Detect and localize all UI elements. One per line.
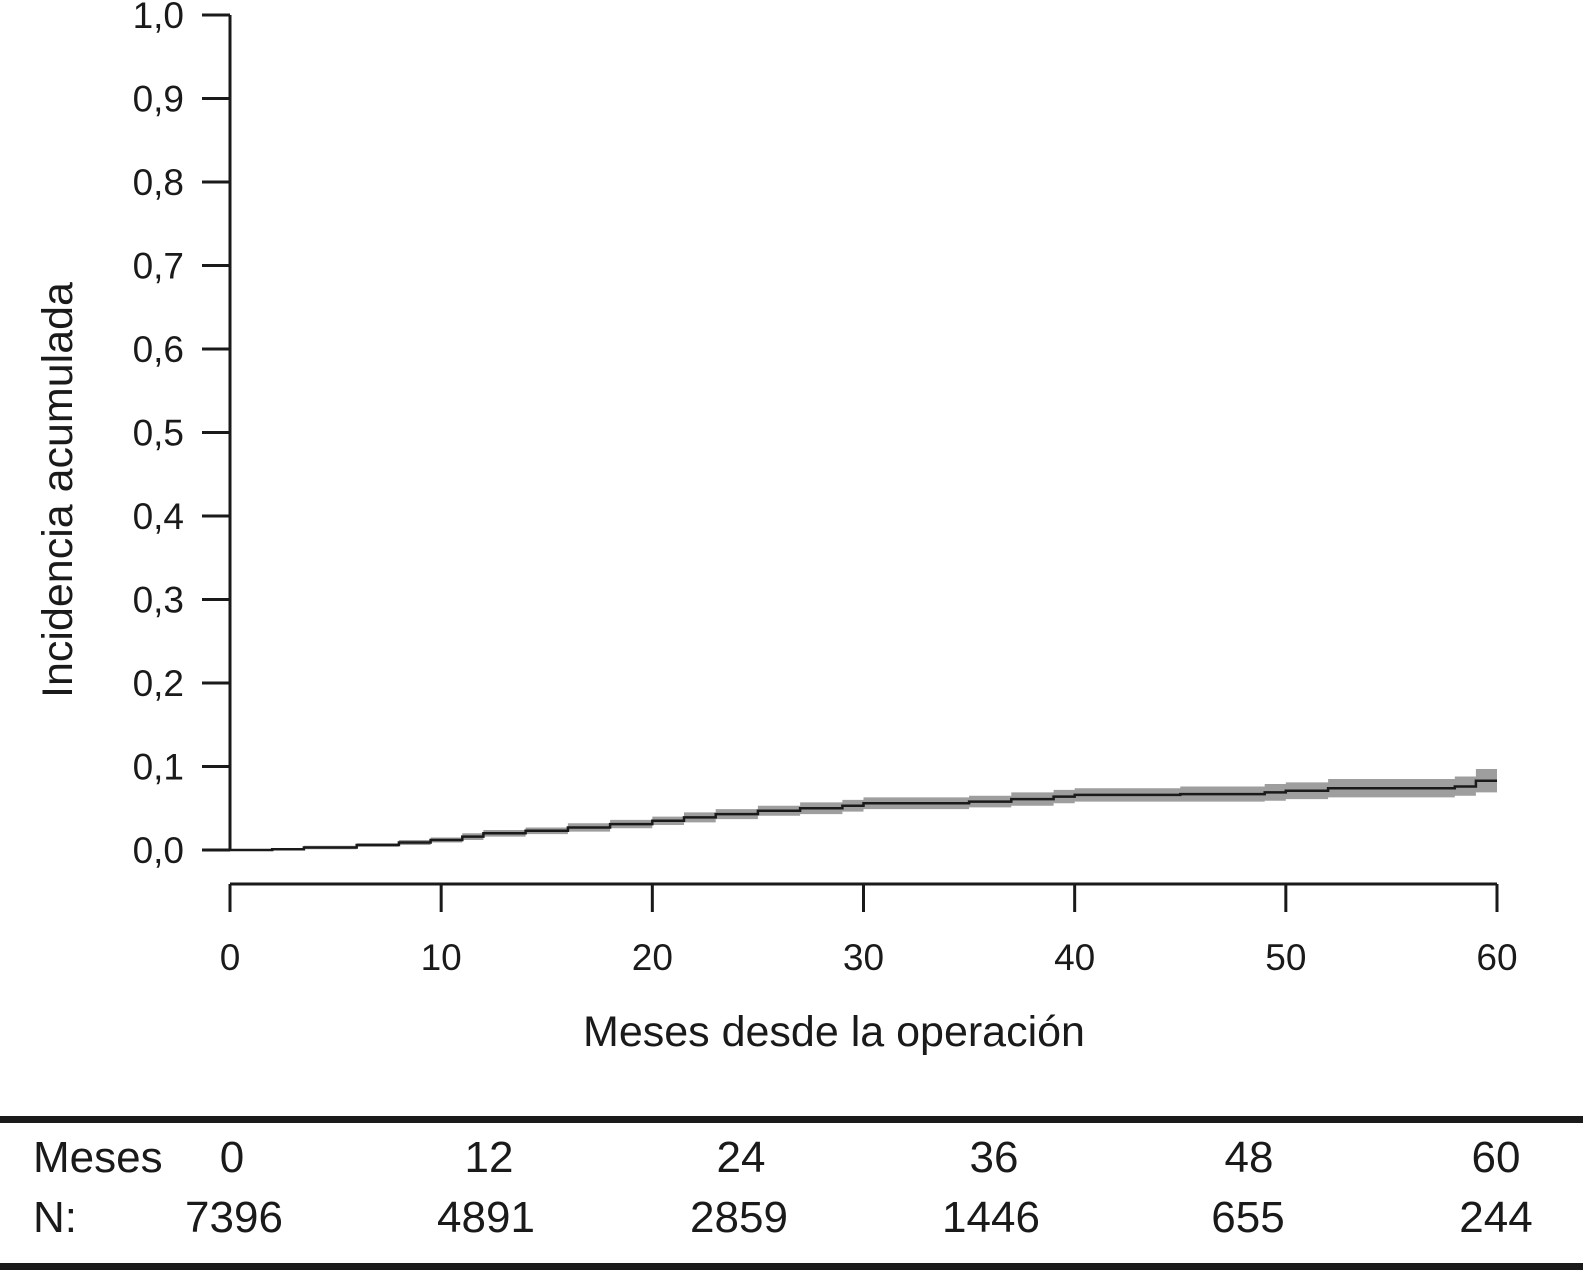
y-tick-label: 0,8 [133, 162, 184, 203]
y-tick-label: 0,0 [133, 830, 184, 871]
y-tick-label: 0,4 [133, 496, 184, 537]
x-axis-title: Meses desde la operación [583, 1008, 1085, 1056]
risk-month-cell: 60 [1471, 1133, 1521, 1182]
x-tick-label: 30 [843, 937, 884, 978]
risk-month-cell: 48 [1224, 1133, 1274, 1182]
y-tick-label: 0,7 [133, 246, 184, 287]
x-tick-label: 0 [220, 937, 241, 978]
y-tick-label: 0,2 [133, 663, 184, 704]
y-axis: 0,0 0,1 0,2 0,3 0,4 0,5 0,6 0,7 0,8 0,9 1,0 [133, 0, 232, 871]
risk-month-cell: 12 [464, 1133, 514, 1182]
x-tick-label: 50 [1265, 937, 1306, 978]
risk-n-cell: 4891 [437, 1193, 535, 1242]
x-tick-label: 40 [1054, 937, 1095, 978]
incidence-step-line [230, 779, 1497, 852]
risk-n-cell: 1446 [942, 1193, 1040, 1242]
risk-n-cell: 244 [1459, 1193, 1533, 1242]
months-row-header: Meses [33, 1133, 163, 1182]
y-tick-label: 1,0 [133, 0, 184, 36]
risk-month-cell: 0 [219, 1133, 245, 1182]
risk-n-cell: 2859 [690, 1193, 788, 1242]
numbers-at-risk-table: Meses N: 0 12 24 36 48 60 7396 4891 2859… [0, 1116, 1583, 1273]
y-tick-label: 0,3 [133, 580, 184, 621]
confidence-band-layer [230, 769, 1497, 850]
risk-n-cell: 7396 [185, 1193, 283, 1242]
cumulative-incidence-chart: 0,0 0,1 0,2 0,3 0,4 0,5 0,6 0,7 0,8 0,9 1,0 0 10 20 3… [34, 0, 1518, 1056]
incidence-line-layer [230, 779, 1497, 852]
x-tick-label: 10 [421, 937, 462, 978]
y-tick-label: 0,9 [133, 79, 184, 120]
y-tick-label: 0,6 [133, 329, 184, 370]
confidence-band [230, 769, 1497, 850]
x-tick-label: 60 [1476, 937, 1517, 978]
risk-month-cell: 36 [969, 1133, 1019, 1182]
y-axis-title: Incidencia acumulada [34, 282, 82, 698]
n-row-header: N: [33, 1193, 77, 1242]
y-tick-label: 0,1 [133, 747, 184, 788]
x-axis: 0 10 20 30 40 50 60 [220, 882, 1518, 978]
y-tick-label: 0,5 [133, 413, 184, 454]
risk-n-cell: 655 [1211, 1193, 1285, 1242]
x-tick-label: 20 [632, 937, 673, 978]
risk-month-cell: 24 [716, 1133, 766, 1182]
table-top-rule [0, 1116, 1583, 1123]
table-bottom-rule [0, 1263, 1583, 1270]
